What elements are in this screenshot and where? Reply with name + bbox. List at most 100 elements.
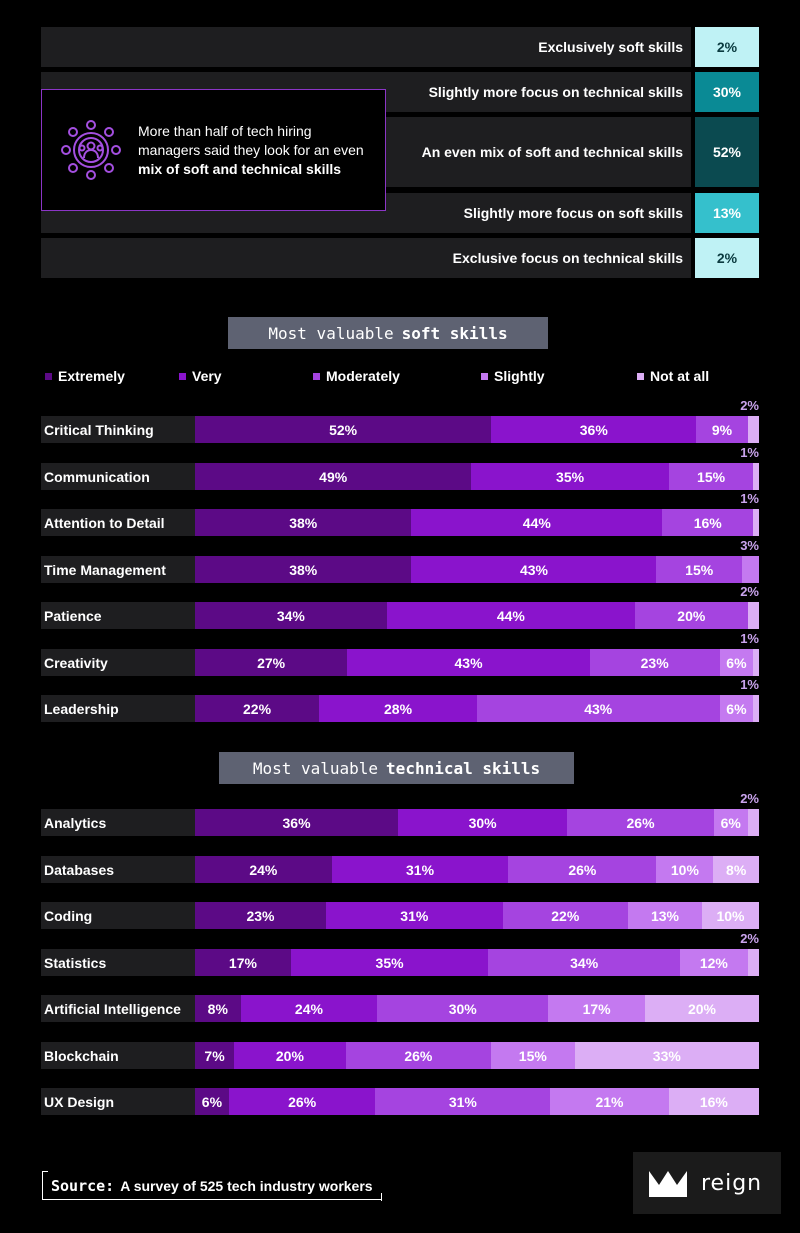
bar-segment: 6%: [713, 809, 748, 836]
legend: Extremely Very Moderately Slightly Not a…: [45, 368, 785, 388]
bar-segment: 15%: [668, 463, 754, 490]
legend-swatch: [637, 372, 644, 380]
bar-segment: 31%: [331, 856, 509, 883]
bar-segment: [753, 509, 759, 536]
bar-segment: 26%: [567, 809, 714, 836]
legend-label: Very: [192, 368, 222, 384]
bar-segment: 35%: [471, 463, 669, 490]
bar-segment: 26%: [345, 1042, 491, 1069]
bar-segment: 7%: [195, 1042, 235, 1069]
bar-category-label: Attention to Detail: [41, 509, 195, 536]
bar-segment: 43%: [347, 649, 590, 676]
bar-track: 38% 44% 16%: [195, 509, 759, 536]
legend-label: Extremely: [58, 368, 125, 384]
legend-swatch: [45, 372, 52, 380]
bar-segment: 12%: [680, 949, 748, 976]
bar-segment: 24%: [195, 856, 332, 883]
bar-segment: [747, 602, 759, 629]
soft-title-bold: soft skills: [401, 323, 508, 343]
bar-category-label: Analytics: [41, 809, 195, 836]
bar-outside-label: 3%: [740, 538, 759, 553]
bar-track: 52% 36% 9%: [195, 416, 759, 443]
mix-label: Exclusively soft skills: [538, 39, 683, 55]
bar-category-label: Artificial Intelligence: [41, 995, 195, 1022]
bar-segment: 6%: [719, 695, 754, 722]
bar-segment: 16%: [662, 509, 754, 536]
source-label: Source:: [51, 1176, 115, 1195]
bar-outside-label: 2%: [740, 398, 759, 413]
bar-category-label: Databases: [41, 856, 195, 883]
bar-outside-label: 1%: [740, 677, 759, 692]
bar-category-label: Statistics: [41, 949, 195, 976]
mix-value: 30%: [695, 72, 759, 112]
bar-track: 27% 43% 23% 6%: [195, 649, 759, 676]
bar-segment: 20%: [645, 995, 759, 1022]
bar-segment: 17%: [548, 995, 646, 1022]
bar-segment: 49%: [195, 463, 472, 490]
callout-line-1: More than half of tech hiring: [138, 122, 312, 139]
bar-category-label: Blockchain: [41, 1042, 195, 1069]
legend-very: Very: [179, 368, 222, 384]
bar-segment: 43%: [411, 556, 657, 583]
bar-segment: [747, 949, 759, 976]
bar-track: 34% 44% 20%: [195, 602, 759, 629]
mix-label: An even mix of soft and technical skills: [421, 144, 683, 160]
bar-segment: 26%: [228, 1088, 376, 1115]
bar-track: 38% 43% 15%: [195, 556, 759, 583]
bar-segment: 10%: [701, 902, 759, 929]
bar-track: 24% 31% 26% 10% 8%: [195, 856, 759, 883]
bar-segment: 33%: [574, 1042, 759, 1069]
bar-segment: 44%: [386, 602, 635, 629]
mix-label: Exclusive focus on technical skills: [452, 250, 683, 266]
bar-segment: 36%: [491, 416, 697, 443]
legend-label: Not at all: [650, 368, 710, 384]
bar-segment: 44%: [411, 509, 663, 536]
bar-track: 49% 35% 15%: [195, 463, 759, 490]
technical-skills-title: Most valuable technical skills: [219, 752, 574, 784]
mix-value: 13%: [695, 193, 759, 233]
bar-segment: 36%: [195, 809, 399, 836]
bar-category-label: Time Management: [41, 556, 195, 583]
bar-category-label: Leadership: [41, 695, 195, 722]
callout-box: More than half of tech hiring managers s…: [41, 89, 386, 211]
bar-segment: 6%: [719, 649, 754, 676]
tech-title-prefix: Most valuable: [252, 758, 379, 778]
bar-segment: 9%: [696, 416, 748, 443]
bar-category-label: UX Design: [41, 1088, 195, 1115]
bar-segment: [753, 649, 759, 676]
bar-segment: 15%: [490, 1042, 575, 1069]
bar-segment: [753, 463, 759, 490]
legend-not-at-all: Not at all: [637, 368, 709, 384]
team-gear-icon: [61, 120, 121, 180]
bar-track: 36% 30% 26% 6%: [195, 809, 759, 836]
bar-segment: 34%: [488, 949, 681, 976]
bar-outside-label: 2%: [740, 931, 759, 946]
tech-title-bold: technical skills: [386, 758, 541, 778]
bar-segment: [747, 809, 759, 836]
callout-line-2: managers said they look for an even: [138, 141, 364, 158]
reign-logo: reign: [633, 1152, 781, 1214]
bar-track: 22% 28% 43% 6%: [195, 695, 759, 722]
bar-segment: 23%: [589, 649, 720, 676]
bar-segment: 8%: [195, 995, 241, 1022]
logo-text: reign: [701, 1170, 763, 1196]
bar-segment: 23%: [195, 902, 327, 929]
mix-value: 2%: [695, 238, 759, 278]
bar-category-label: Creativity: [41, 649, 195, 676]
bar-segment: 26%: [508, 856, 657, 883]
bar-category-label: Communication: [41, 463, 195, 490]
bar-track: 7% 20% 26% 15% 33%: [195, 1042, 759, 1069]
bar-segment: 31%: [326, 902, 503, 929]
bar-track: 23% 31% 22% 13% 10%: [195, 902, 759, 929]
bar-segment: 13%: [627, 902, 702, 929]
bar-segment: [753, 695, 759, 722]
bar-segment: 38%: [195, 509, 412, 536]
bar-segment: 20%: [234, 1042, 346, 1069]
legend-label: Slightly: [494, 368, 545, 384]
bar-segment: 31%: [375, 1088, 551, 1115]
bar-segment: 30%: [398, 809, 568, 836]
bar-segment: 10%: [656, 856, 714, 883]
bar-segment: 22%: [502, 902, 628, 929]
crown-icon: [649, 1171, 687, 1197]
bar-segment: 43%: [476, 695, 720, 722]
